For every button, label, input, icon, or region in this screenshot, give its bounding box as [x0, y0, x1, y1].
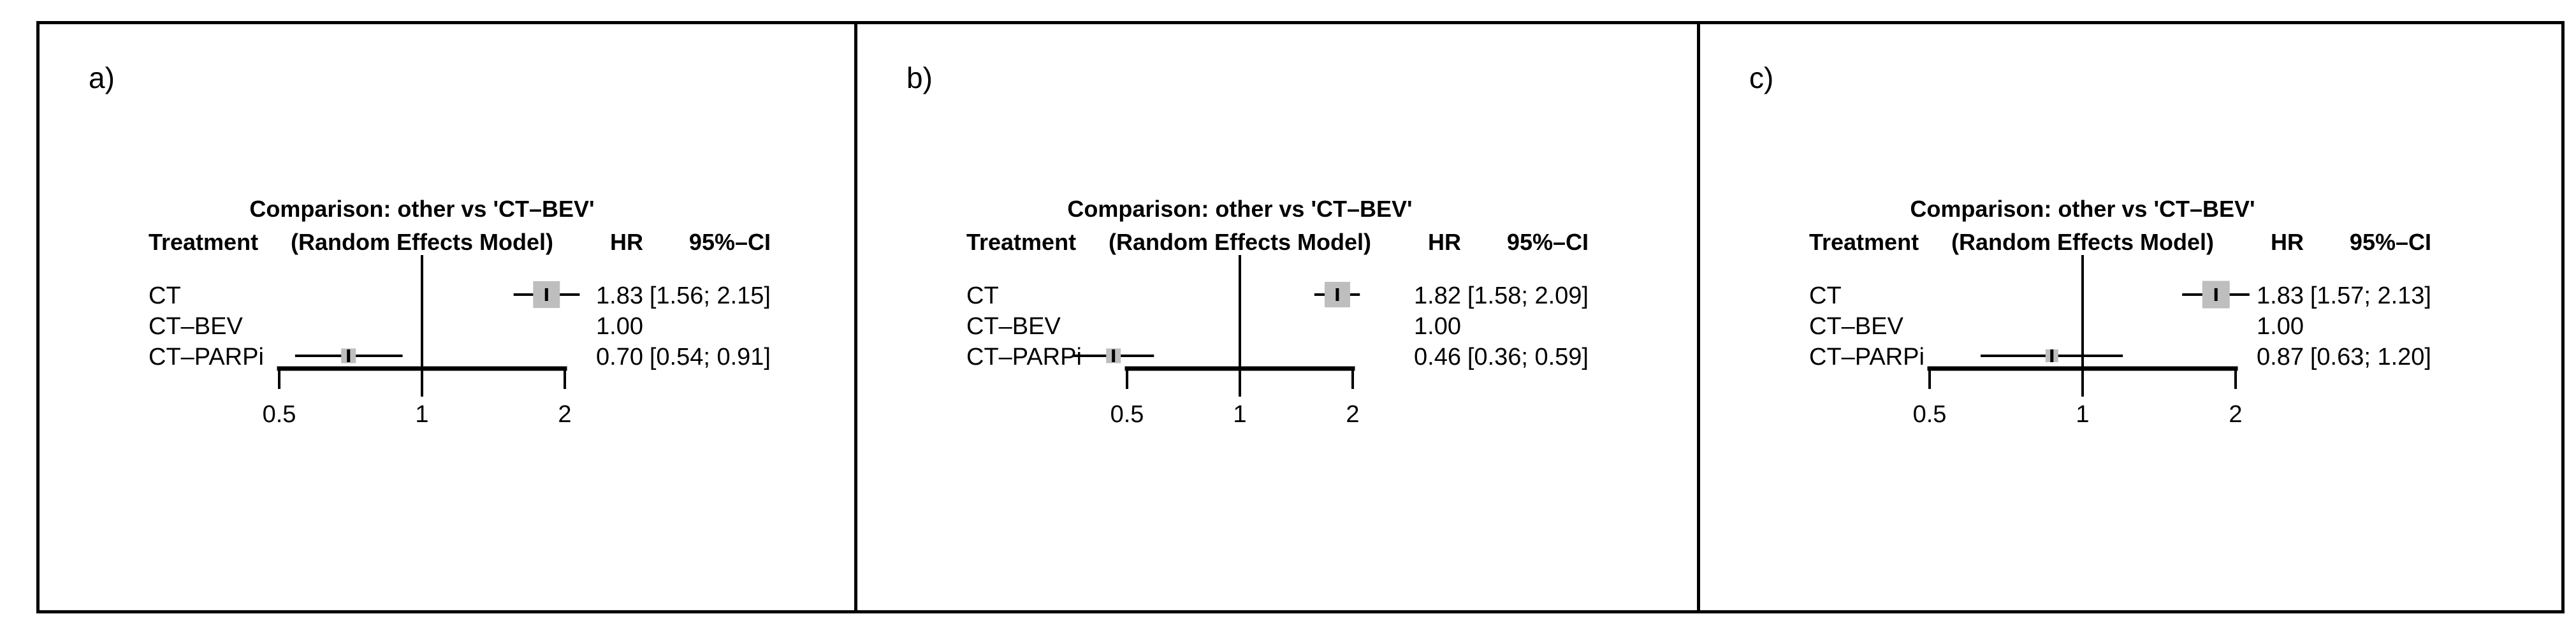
hr-value: 0.46	[1414, 344, 1461, 370]
treatment-label: CT	[966, 282, 999, 309]
treatment-label: CT–BEV	[1809, 313, 1903, 340]
panel-label: a)	[89, 61, 115, 94]
forest-panel-a: a) Comparison: other vs 'CT–BEV' Treatment…	[36, 21, 854, 613]
hr-value: 1.82	[1414, 282, 1461, 309]
column-header-hr: HR	[1428, 229, 1461, 255]
ci-value: [0.54; 0.91]	[650, 344, 771, 370]
column-header-ci: 95%–CI	[2350, 229, 2431, 255]
x-axis-tick-label: 2	[2229, 401, 2242, 428]
treatment-label: CT–PARPi	[149, 344, 264, 370]
x-axis-tick-label: 1	[1233, 401, 1246, 428]
ci-value: [0.63; 1.20]	[2310, 344, 2431, 370]
x-axis-tick-label: 0.5	[1913, 401, 1947, 428]
x-axis-tick-label: 1	[2076, 401, 2089, 428]
model-label: (Random Effects Model)	[1951, 229, 2214, 255]
panel-divider-1	[854, 21, 857, 613]
column-header-hr: HR	[2271, 229, 2304, 255]
panel-label: b)	[906, 61, 933, 94]
ci-value: [1.56; 2.15]	[650, 282, 771, 309]
treatment-label: CT	[149, 282, 181, 309]
x-axis-tick-label: 0.5	[263, 401, 296, 428]
hr-value: 1.83	[596, 282, 643, 309]
chart-title: Comparison: other vs 'CT–BEV'	[1910, 196, 2255, 222]
hr-value: 0.87	[2257, 344, 2304, 370]
x-axis-tick-label: 1	[415, 401, 428, 428]
hr-value: 1.83	[2257, 282, 2304, 309]
ci-value: [1.58; 2.09]	[1467, 282, 1589, 309]
forest-plot-c: c) Comparison: other vs 'CT–BEV' Treatment…	[1749, 61, 2431, 428]
forest-panel-c: c) Comparison: other vs 'CT–BEV' Treatment…	[1697, 21, 2565, 613]
x-axis-tick-label: 2	[558, 401, 571, 428]
column-header-treatment: Treatment	[149, 229, 258, 255]
treatment-label: CT–BEV	[966, 313, 1061, 340]
hr-value: 0.70	[596, 344, 643, 370]
column-header-treatment: Treatment	[966, 229, 1076, 255]
chart-title: Comparison: other vs 'CT–BEV'	[1067, 196, 1412, 222]
ci-value: [0.36; 0.59]	[1467, 344, 1589, 370]
hr-value: 1.00	[2257, 313, 2304, 340]
hr-value: 1.00	[1414, 313, 1461, 340]
column-header-hr: HR	[610, 229, 643, 255]
column-header-treatment: Treatment	[1809, 229, 1919, 255]
treatment-label: CT–PARPi	[966, 344, 1082, 370]
panel-divider-2	[1697, 21, 1700, 613]
x-axis-tick-label: 0.5	[1110, 401, 1144, 428]
column-header-ci: 95%–CI	[689, 229, 771, 255]
panel-label: c)	[1749, 61, 1773, 94]
hr-value: 1.00	[596, 313, 643, 340]
treatment-label: CT–BEV	[149, 313, 243, 340]
chart-title: Comparison: other vs 'CT–BEV'	[249, 196, 594, 222]
column-header-ci: 95%–CI	[1507, 229, 1589, 255]
treatment-label: CT–PARPi	[1809, 344, 1925, 370]
forest-plot-b: b) Comparison: other vs 'CT–BEV' Treatment…	[906, 61, 1589, 428]
ci-value: [1.57; 2.13]	[2310, 282, 2431, 309]
x-axis-tick-label: 2	[1346, 401, 1359, 428]
forest-plot-a: a) Comparison: other vs 'CT–BEV' Treatment…	[89, 61, 771, 428]
forest-panel-b: b) Comparison: other vs 'CT–BEV' Treatment…	[854, 21, 1697, 613]
model-label: (Random Effects Model)	[291, 229, 553, 255]
model-label: (Random Effects Model)	[1109, 229, 1371, 255]
figure-outer-border	[36, 21, 2565, 613]
treatment-label: CT	[1809, 282, 1842, 309]
